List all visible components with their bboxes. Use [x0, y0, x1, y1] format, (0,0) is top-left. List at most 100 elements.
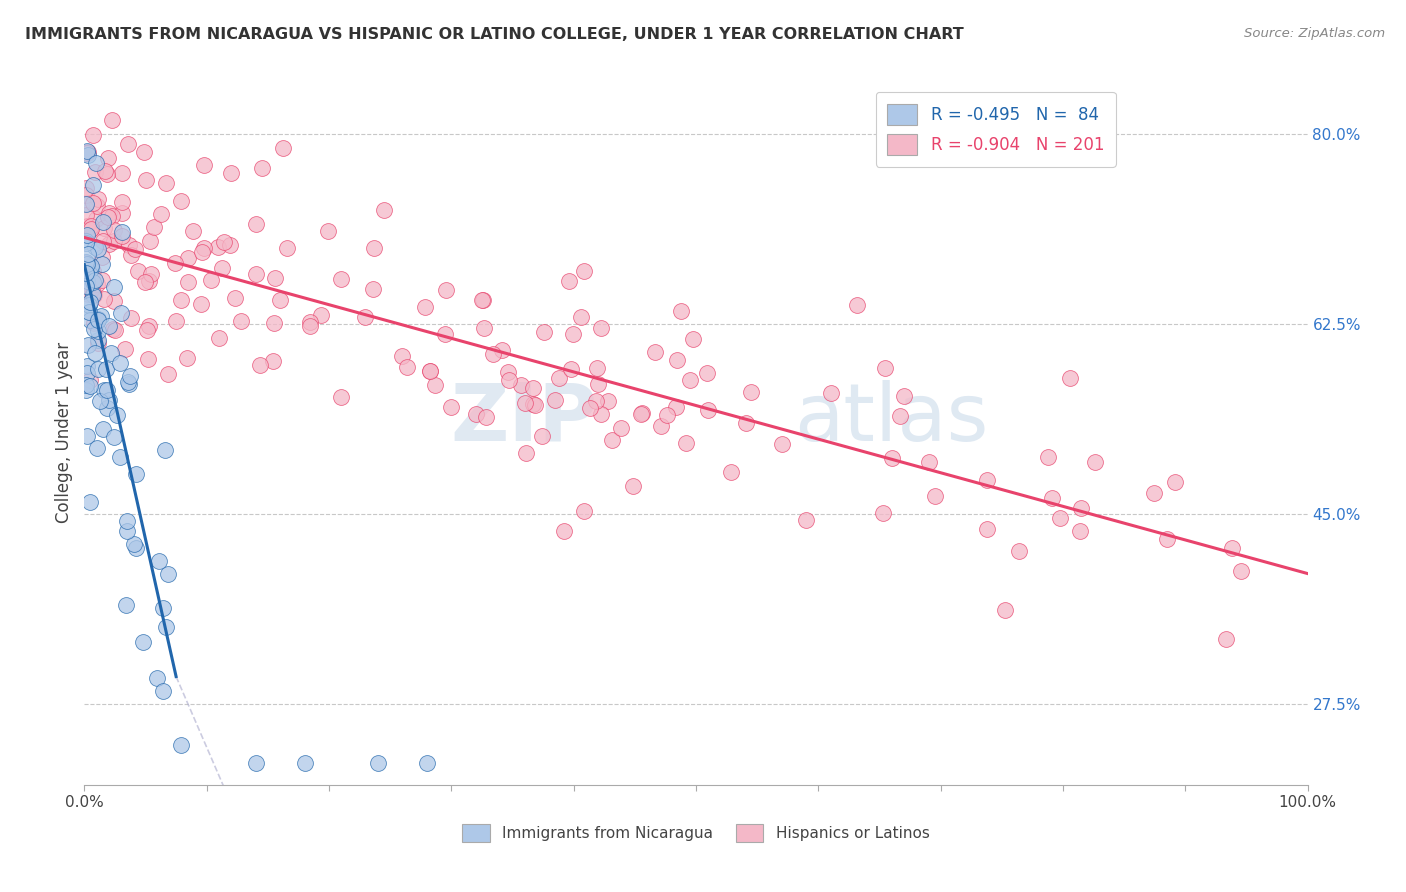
- Point: [391, 349, 413, 363]
- Point: [177, 252, 200, 266]
- Point: [425, 377, 447, 392]
- Point: [120, 248, 142, 262]
- Point: [262, 353, 284, 368]
- Point: [720, 465, 742, 479]
- Point: [82, 286, 104, 301]
- Point: [734, 416, 756, 430]
- Point: [75, 384, 97, 398]
- Point: [740, 384, 762, 399]
- Point: [82, 196, 104, 211]
- Text: atlas: atlas: [794, 379, 988, 458]
- Point: [76, 257, 98, 271]
- Point: [363, 241, 385, 255]
- Point: [471, 293, 494, 307]
- Point: [1049, 510, 1071, 524]
- Point: [671, 303, 693, 318]
- Point: [211, 261, 233, 276]
- Point: [75, 255, 97, 269]
- Point: [373, 202, 395, 217]
- Point: [395, 359, 418, 374]
- Point: [75, 279, 97, 293]
- Point: [170, 738, 193, 752]
- Point: [474, 410, 496, 425]
- Point: [465, 407, 488, 421]
- Point: [111, 195, 134, 210]
- Point: [134, 275, 156, 289]
- Point: [124, 243, 146, 257]
- Point: [76, 219, 98, 233]
- Text: IMMIGRANTS FROM NICARAGUA VS HISPANIC OR LATINO COLLEGE, UNDER 1 YEAR CORRELATIO: IMMIGRANTS FROM NICARAGUA VS HISPANIC OR…: [25, 27, 965, 42]
- Point: [491, 343, 513, 357]
- Point: [416, 756, 439, 771]
- Point: [682, 332, 704, 346]
- Point: [329, 390, 352, 404]
- Point: [621, 478, 644, 492]
- Point: [152, 683, 174, 698]
- Point: [75, 197, 97, 211]
- Point: [75, 236, 97, 251]
- Point: [918, 455, 941, 469]
- Point: [80, 261, 103, 276]
- Point: [82, 275, 104, 289]
- Point: [86, 441, 108, 455]
- Point: [155, 177, 177, 191]
- Point: [75, 208, 97, 222]
- Point: [367, 756, 389, 771]
- Point: [84, 212, 107, 227]
- Point: [363, 282, 385, 296]
- Point: [472, 293, 495, 307]
- Point: [77, 305, 100, 319]
- Point: [93, 384, 115, 398]
- Point: [79, 494, 101, 508]
- Point: [87, 335, 110, 350]
- Point: [76, 247, 98, 261]
- Point: [75, 256, 97, 270]
- Point: [75, 266, 97, 280]
- Point: [548, 371, 571, 385]
- Point: [170, 293, 193, 308]
- Point: [87, 312, 110, 326]
- Point: [115, 524, 138, 538]
- Point: [208, 331, 231, 345]
- Point: [96, 167, 118, 181]
- Point: [152, 601, 174, 615]
- Point: [149, 207, 172, 221]
- Point: [316, 224, 339, 238]
- Point: [666, 352, 689, 367]
- Point: [86, 192, 108, 206]
- Point: [269, 293, 291, 307]
- Point: [76, 148, 98, 162]
- Point: [245, 267, 267, 281]
- Point: [1070, 500, 1092, 515]
- Point: [82, 128, 104, 142]
- Point: [93, 221, 115, 235]
- Point: [509, 377, 531, 392]
- Point: [107, 408, 129, 422]
- Point: [170, 194, 193, 209]
- Point: [75, 220, 97, 235]
- Point: [1215, 632, 1237, 646]
- Point: [138, 351, 160, 366]
- Point: [103, 223, 125, 237]
- Point: [75, 188, 97, 202]
- Point: [644, 345, 666, 359]
- Point: [1036, 450, 1059, 465]
- Point: [82, 264, 104, 278]
- Point: [77, 145, 100, 159]
- Point: [889, 409, 911, 423]
- Point: [96, 362, 118, 376]
- Point: [118, 369, 141, 384]
- Point: [560, 361, 582, 376]
- Point: [472, 320, 495, 334]
- Point: [696, 367, 718, 381]
- Point: [103, 235, 125, 249]
- Point: [207, 240, 229, 254]
- Point: [101, 322, 124, 336]
- Point: [120, 311, 142, 326]
- Point: [882, 450, 904, 465]
- Point: [97, 393, 120, 408]
- Point: [569, 310, 592, 324]
- Point: [135, 173, 157, 187]
- Point: [100, 346, 122, 360]
- Point: [650, 419, 672, 434]
